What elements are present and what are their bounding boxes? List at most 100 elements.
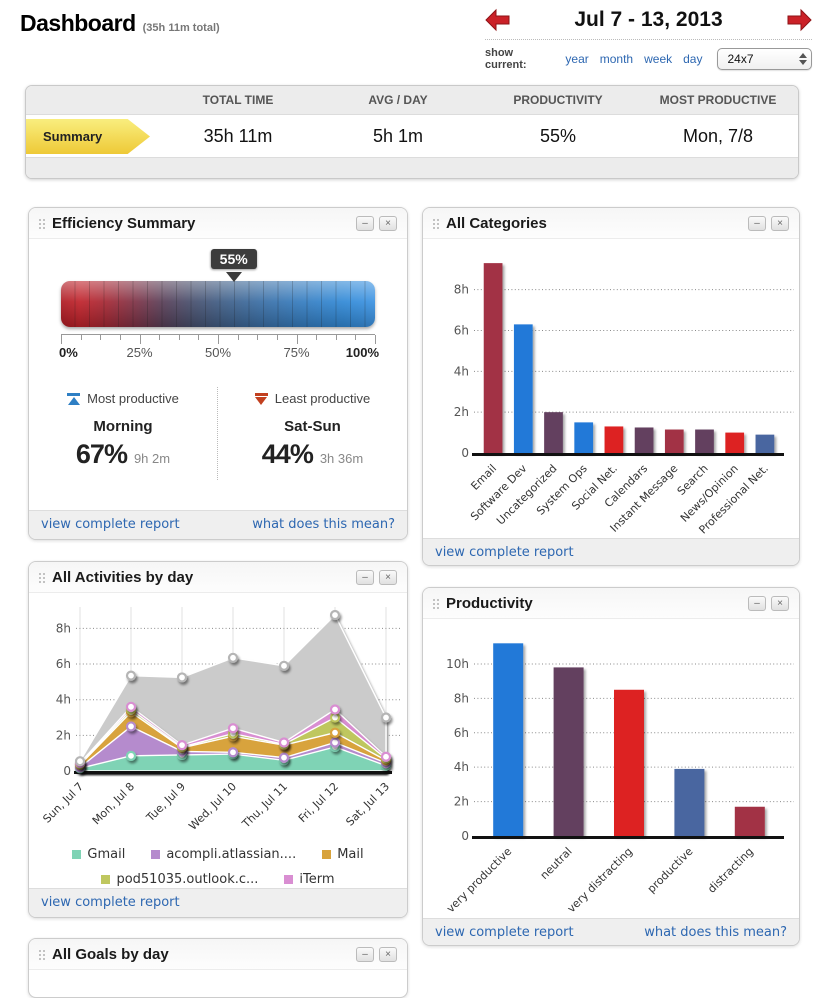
what-does-this-mean-link[interactable]: what does this mean? (644, 925, 787, 940)
most-productive-period: Morning (93, 418, 153, 435)
least-productive-time: 3h 36m (319, 451, 364, 466)
svg-text:Sat, Jul 13: Sat, Jul 13 (343, 780, 392, 829)
svg-text:Fri, Jul 12: Fri, Jul 12 (296, 780, 341, 825)
close-icon[interactable]: × (771, 596, 789, 611)
svg-text:distracting: distracting (705, 845, 756, 896)
legend-label: acompli.atlassian.... (166, 847, 297, 862)
svg-text:0: 0 (461, 446, 469, 460)
minimize-icon[interactable]: – (356, 216, 374, 231)
efficiency-gauge: 55% (61, 249, 375, 327)
date-navigation: Jul 7 - 13, 2013 show current: year mont… (485, 8, 812, 71)
close-icon[interactable]: × (379, 216, 397, 231)
close-icon[interactable]: × (771, 216, 789, 231)
what-does-this-mean-link[interactable]: what does this mean? (252, 517, 395, 532)
period-link-day[interactable]: day (683, 52, 703, 66)
summary-table-footer (26, 157, 798, 178)
summary-table-header: TOTAL TIME AVG / DAY PRODUCTIVITY MOST P… (26, 86, 798, 115)
productivity-value: 55% (539, 125, 577, 146)
view-complete-report-link[interactable]: view complete report (435, 925, 574, 940)
view-complete-report-link[interactable]: view complete report (41, 895, 180, 910)
col-avg-day: AVG / DAY (368, 93, 428, 107)
activities-legend: Gmail acompli.atlassian.... Mail pod51035.o… (53, 847, 383, 887)
close-icon[interactable]: × (379, 570, 397, 585)
minimize-icon[interactable]: – (748, 216, 766, 231)
svg-text:8h: 8h (454, 283, 469, 297)
minimize-icon[interactable]: – (356, 570, 374, 585)
gauge-ruler (61, 334, 376, 344)
most-productive-time: 9h 2m (133, 451, 171, 466)
svg-text:Mon, Jul 8: Mon, Jul 8 (90, 780, 137, 827)
drag-handle-icon[interactable] (433, 218, 435, 221)
svg-text:very distracting: very distracting (565, 845, 635, 915)
time-range-select[interactable]: 24x7 (717, 48, 812, 70)
view-complete-report-link[interactable]: view complete report (435, 545, 574, 560)
least-productive-block: Least productive Sat-Sun 44% 3h 36m (218, 387, 407, 480)
most-productive-value: Mon, 7/8 (682, 125, 754, 146)
legend-label: Mail (337, 847, 364, 862)
panel-title: All Categories (446, 215, 547, 232)
select-stepper-icon (799, 53, 807, 65)
most-productive-block: Most productive Morning 67% 9h 2m (29, 387, 218, 480)
legend-item: pod51035.outlook.c... (101, 872, 258, 887)
all-activities-panel: All Activities by day – × 2h 4h 6h 8h 0 Sun, … (28, 561, 408, 918)
all-categories-panel: All Categories – × 2h 4h 6h 8h 0 Email Softwar… (422, 207, 800, 566)
period-link-week[interactable]: week (644, 52, 673, 66)
svg-text:0: 0 (461, 829, 469, 843)
gauge-tooltip-arrow (225, 272, 242, 282)
date-range-label: Jul 7 - 13, 2013 (574, 8, 723, 31)
page-header: Dashboard (35h 11m total) (20, 10, 220, 37)
total-time-subtitle: (35h 11m total) (142, 22, 220, 34)
period-link-month[interactable]: month (599, 52, 634, 66)
time-range-value: 24x7 (727, 52, 754, 66)
svg-text:0: 0 (63, 764, 71, 778)
gauge-tooltip: 55% (210, 249, 257, 269)
summary-table: TOTAL TIME AVG / DAY PRODUCTIVITY MOST P… (25, 85, 799, 179)
legend-label: Gmail (87, 847, 126, 862)
view-complete-report-link[interactable]: view complete report (41, 517, 180, 532)
period-link-year[interactable]: year (565, 52, 589, 66)
svg-text:Tue, Jul 9: Tue, Jul 9 (143, 780, 188, 825)
drag-handle-icon[interactable] (39, 218, 41, 221)
minimize-icon[interactable]: – (356, 947, 374, 962)
legend-item: Gmail (72, 847, 125, 862)
legend-swatch-icon (284, 875, 294, 884)
panel-title: All Activities by day (52, 569, 194, 586)
least-productive-percent: 44% (261, 439, 314, 469)
drag-handle-icon[interactable] (39, 949, 41, 952)
svg-text:very productive: very productive (444, 845, 514, 915)
all-goals-panel: All Goals by day – × (28, 938, 408, 998)
svg-text:2h: 2h (454, 405, 469, 419)
svg-text:6h: 6h (56, 657, 71, 671)
col-most-productive: MOST PRODUCTIVE (659, 93, 777, 107)
legend-item: iTerm (284, 872, 335, 887)
most-productive-percent: 67% (75, 439, 128, 469)
drag-handle-icon[interactable] (39, 572, 41, 575)
col-total-time: TOTAL TIME (202, 93, 274, 107)
next-week-arrow-icon[interactable] (786, 8, 812, 32)
panel-title: Productivity (446, 595, 533, 612)
svg-text:4h: 4h (454, 760, 469, 774)
legend-item: acompli.atlassian.... (151, 847, 296, 862)
svg-text:6h: 6h (454, 726, 469, 740)
svg-text:6h: 6h (454, 324, 469, 338)
svg-text:4h: 4h (56, 693, 71, 707)
drag-handle-icon[interactable] (433, 598, 435, 601)
legend-swatch-icon (322, 850, 332, 859)
efficiency-summary-panel: Efficiency Summary – × 55% 0% 25% 50% 75… (28, 207, 408, 540)
legend-label: pod51035.outlook.c... (116, 872, 259, 887)
previous-week-arrow-icon[interactable] (485, 8, 511, 32)
legend-label: iTerm (299, 872, 335, 887)
svg-text:8h: 8h (454, 691, 469, 705)
svg-text:Wed, Jul 10: Wed, Jul 10 (186, 780, 239, 833)
summary-tab[interactable]: Summary (26, 119, 150, 154)
legend-swatch-icon (101, 875, 111, 884)
least-productive-icon (254, 392, 268, 405)
svg-text:productive: productive (645, 845, 696, 896)
summary-row: Summary 35h 11m 5h 1m 55% Mon, 7/8 (26, 115, 798, 157)
svg-text:8h: 8h (56, 621, 71, 635)
svg-text:2h: 2h (56, 728, 71, 742)
close-icon[interactable]: × (379, 947, 397, 962)
svg-text:4h: 4h (454, 364, 469, 378)
minimize-icon[interactable]: – (748, 596, 766, 611)
